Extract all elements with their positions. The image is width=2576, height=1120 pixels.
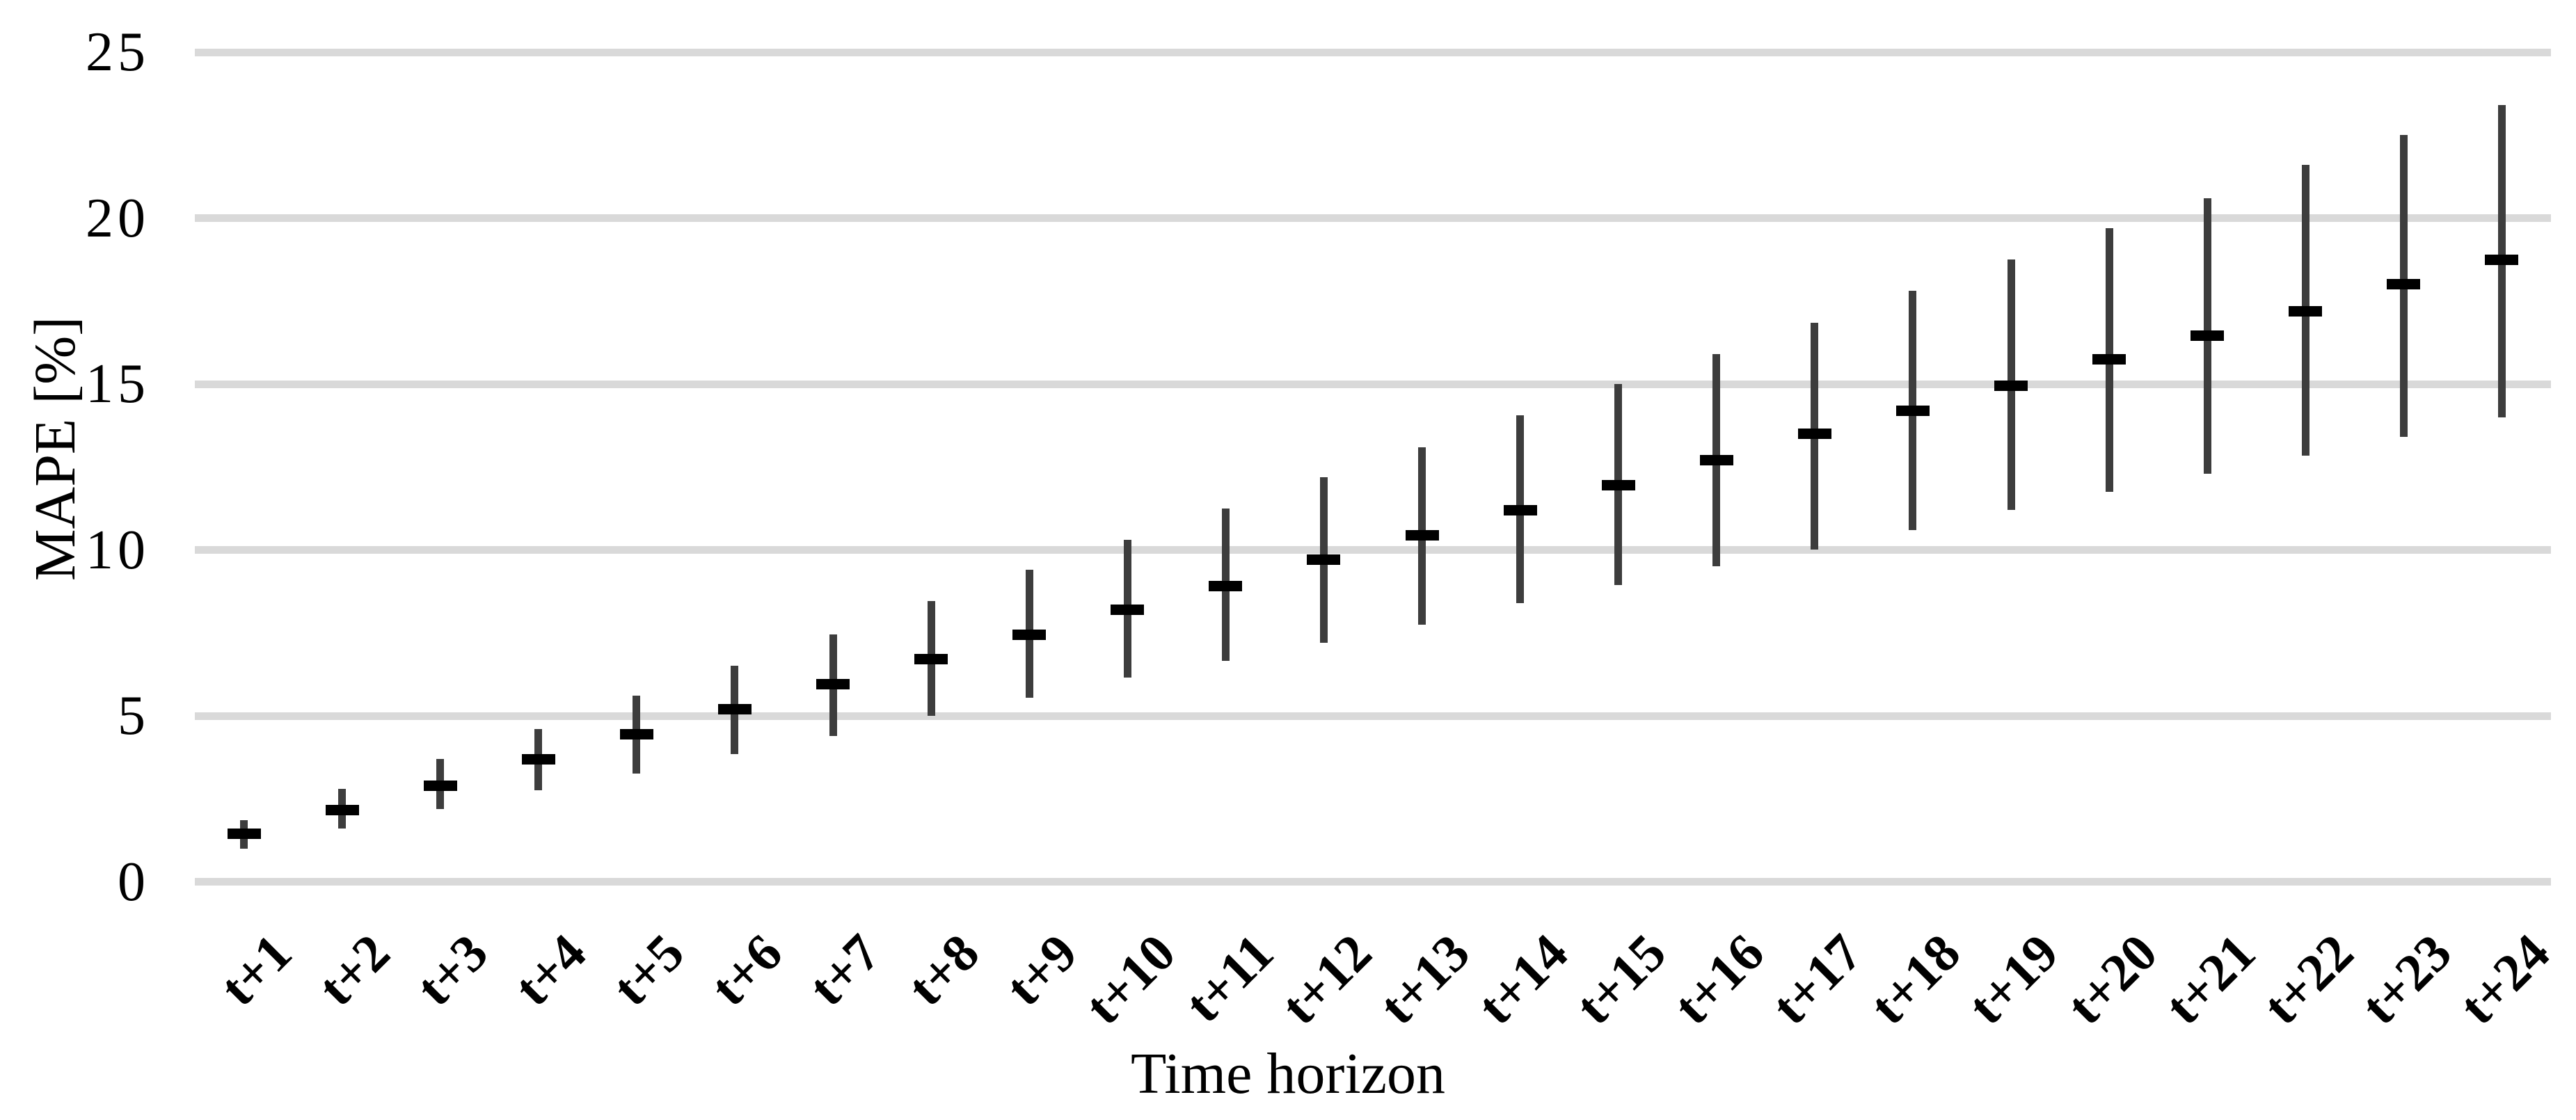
y-tick-label: 15 xyxy=(86,353,150,415)
x-tick-label: t+19 xyxy=(1957,923,2070,1036)
mean-marker xyxy=(1209,581,1243,592)
x-tick-label: t+20 xyxy=(2056,923,2168,1036)
gridline xyxy=(195,546,2551,554)
mean-marker xyxy=(2485,254,2519,265)
y-tick-label: 25 xyxy=(86,22,150,83)
x-tick-label: t+13 xyxy=(1368,923,1481,1036)
x-tick-label: t+15 xyxy=(1564,923,1678,1036)
x-tick-label: t+22 xyxy=(2252,923,2364,1036)
x-tick-label: t+18 xyxy=(1859,923,1972,1036)
mean-marker xyxy=(1994,380,2028,391)
mean-marker xyxy=(816,679,850,690)
gridline xyxy=(195,48,2551,56)
mean-marker xyxy=(914,654,948,665)
mean-marker xyxy=(2191,330,2225,342)
x-tick-label: t+4 xyxy=(503,923,598,1017)
x-tick-label: t+2 xyxy=(307,923,401,1017)
mean-marker xyxy=(1307,554,1341,566)
x-tick-label: t+9 xyxy=(994,923,1088,1017)
x-tick-label: t+17 xyxy=(1760,923,1874,1036)
mean-marker xyxy=(2092,353,2126,365)
mean-marker xyxy=(325,805,359,816)
x-tick-label: t+6 xyxy=(699,923,794,1017)
mean-marker xyxy=(2289,305,2323,317)
mean-marker xyxy=(1895,405,1930,416)
mean-marker xyxy=(1699,455,1733,466)
y-tick-label: 10 xyxy=(86,519,150,581)
y-tick-label: 5 xyxy=(118,685,150,746)
x-tick-label: t+1 xyxy=(209,923,303,1017)
mean-marker xyxy=(227,828,261,839)
mean-marker xyxy=(619,728,653,739)
mean-marker xyxy=(2387,279,2421,290)
mean-marker xyxy=(521,753,555,765)
x-tick-label: t+11 xyxy=(1174,923,1285,1034)
mean-marker xyxy=(423,780,457,791)
x-axis-title: Time horizon xyxy=(1131,1041,1445,1106)
mean-marker xyxy=(1503,504,1537,515)
x-tick-label: t+21 xyxy=(2154,923,2266,1036)
gridline xyxy=(195,878,2551,886)
y-tick-label: 20 xyxy=(86,187,150,249)
x-tick-label: t+16 xyxy=(1662,923,1776,1036)
x-tick-label: t+14 xyxy=(1466,923,1580,1036)
x-tick-label: t+7 xyxy=(797,923,892,1017)
x-tick-label: t+8 xyxy=(896,923,990,1017)
x-tick-label: t+10 xyxy=(1074,923,1186,1036)
mean-marker xyxy=(1601,479,1635,490)
mean-marker xyxy=(1797,429,1831,440)
gridline xyxy=(195,712,2551,720)
y-tick-label: 0 xyxy=(118,851,150,913)
x-tick-label: t+24 xyxy=(2448,923,2561,1036)
gridline xyxy=(195,214,2551,222)
mean-marker xyxy=(1111,604,1145,615)
mean-marker xyxy=(1405,529,1439,541)
x-tick-label: t+5 xyxy=(601,923,696,1017)
mean-marker xyxy=(1012,629,1047,640)
x-tick-label: t+23 xyxy=(2350,923,2463,1036)
gridline xyxy=(195,380,2551,388)
mean-marker xyxy=(717,703,752,714)
x-tick-label: t+3 xyxy=(405,923,500,1017)
x-tick-label: t+12 xyxy=(1270,923,1383,1036)
